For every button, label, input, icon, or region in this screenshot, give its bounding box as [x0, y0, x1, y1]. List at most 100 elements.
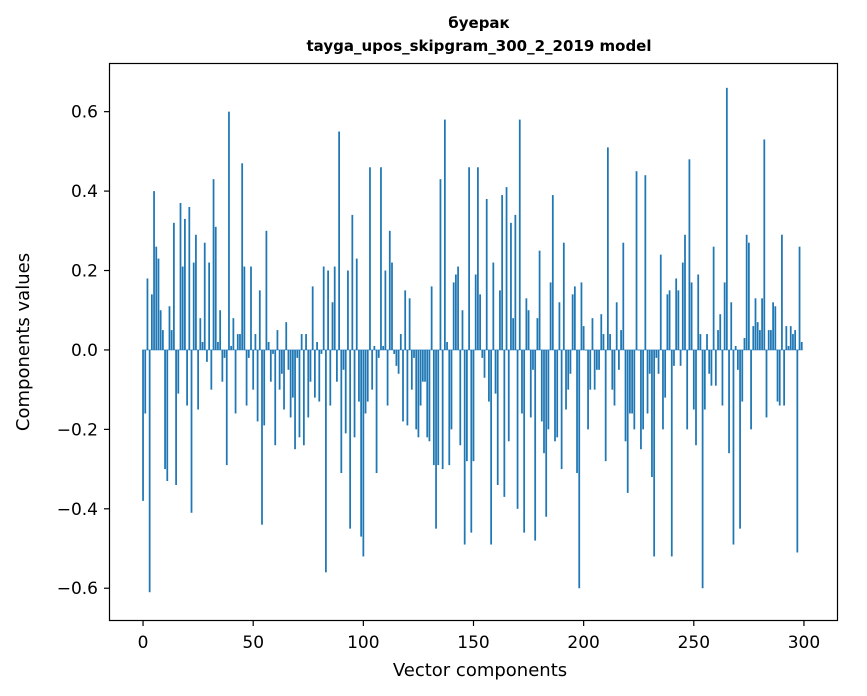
bar: [232, 318, 235, 350]
bar: [252, 349, 255, 390]
bar: [203, 242, 206, 350]
bar: [562, 242, 565, 350]
y-axis-label: Components values: [13, 253, 34, 431]
bar: [635, 171, 638, 350]
bar: [483, 349, 486, 378]
bar: [417, 349, 420, 438]
bar: [300, 334, 303, 350]
bar: [316, 342, 318, 350]
bar: [743, 338, 746, 350]
bar: [159, 310, 162, 350]
bar: [254, 334, 257, 350]
bar: [734, 345, 737, 350]
bar: [532, 349, 534, 370]
bar: [706, 334, 708, 350]
x-tick-label: 150: [457, 633, 489, 653]
bar: [375, 349, 378, 474]
bar: [327, 270, 329, 350]
bar: [488, 349, 490, 402]
bar: [730, 302, 733, 350]
bar: [776, 349, 779, 402]
bar: [521, 349, 523, 414]
bar: [756, 322, 759, 350]
bar: [395, 349, 398, 366]
bar: [613, 349, 616, 406]
bar: [243, 266, 246, 350]
bar: [322, 266, 325, 350]
bar: [261, 349, 263, 525]
bar: [192, 262, 195, 350]
bar: [353, 349, 356, 438]
y-tick-label: 0.0: [71, 341, 98, 361]
bar: [371, 349, 374, 390]
bar: [710, 349, 713, 386]
bar: [157, 258, 160, 350]
y-tick-label: −0.2: [57, 420, 98, 440]
bar: [265, 230, 268, 350]
bar: [490, 349, 492, 545]
bar: [432, 349, 435, 466]
bar: [587, 349, 589, 430]
bar: [472, 349, 475, 462]
bar: [146, 278, 149, 350]
bar: [287, 349, 290, 370]
bar: [380, 167, 382, 350]
bar: [305, 334, 307, 350]
bar: [719, 314, 722, 350]
bar: [336, 349, 338, 382]
bar: [545, 349, 548, 517]
bar: [789, 326, 792, 350]
bar: [499, 290, 501, 350]
bar: [679, 349, 682, 366]
bar: [142, 349, 144, 501]
bar: [175, 349, 177, 485]
bar: [236, 334, 239, 350]
y-tick-label: 0.6: [71, 103, 98, 123]
bar: [212, 179, 215, 350]
bar: [386, 349, 389, 406]
bar: [358, 349, 360, 402]
bar: [419, 349, 422, 406]
bar: [554, 349, 556, 442]
bar: [274, 349, 277, 446]
bar: [501, 195, 504, 350]
bar: [510, 222, 512, 350]
bar: [697, 274, 700, 350]
bar: [518, 119, 521, 350]
bar: [644, 175, 647, 350]
y-tick-label: −0.6: [57, 579, 98, 599]
bar: [609, 334, 611, 350]
bar: [466, 349, 468, 462]
bar: [576, 349, 578, 474]
bar: [761, 298, 763, 350]
bar: [188, 206, 191, 350]
bar: [677, 290, 680, 350]
bar: [435, 349, 437, 529]
bar: [184, 218, 186, 350]
bar: [280, 349, 283, 374]
bar: [454, 274, 457, 350]
bar: [750, 349, 752, 430]
bar: [437, 349, 440, 466]
bar: [620, 330, 622, 350]
bar: [763, 139, 766, 350]
bar: [201, 342, 204, 350]
bar: [485, 199, 488, 350]
bar: [388, 230, 391, 350]
bar: [494, 349, 497, 394]
bar: [739, 349, 741, 529]
bar: [318, 349, 321, 402]
chart-title: буерак: [448, 14, 509, 32]
bar: [695, 349, 697, 446]
bar: [604, 349, 607, 462]
bar: [406, 349, 409, 426]
chart-subtitle: tayga_upos_skipgram_300_2_2019 model: [307, 37, 652, 55]
bar: [347, 270, 349, 350]
bar: [217, 342, 219, 350]
bar: [618, 349, 620, 370]
bar: [470, 349, 473, 533]
bar: [272, 349, 274, 354]
bar: [402, 349, 404, 422]
bar: [573, 286, 576, 350]
y-axis-ticks: −0.6 −0.4 −0.2 0.0 0.2 0.4 0.6: [57, 103, 110, 599]
